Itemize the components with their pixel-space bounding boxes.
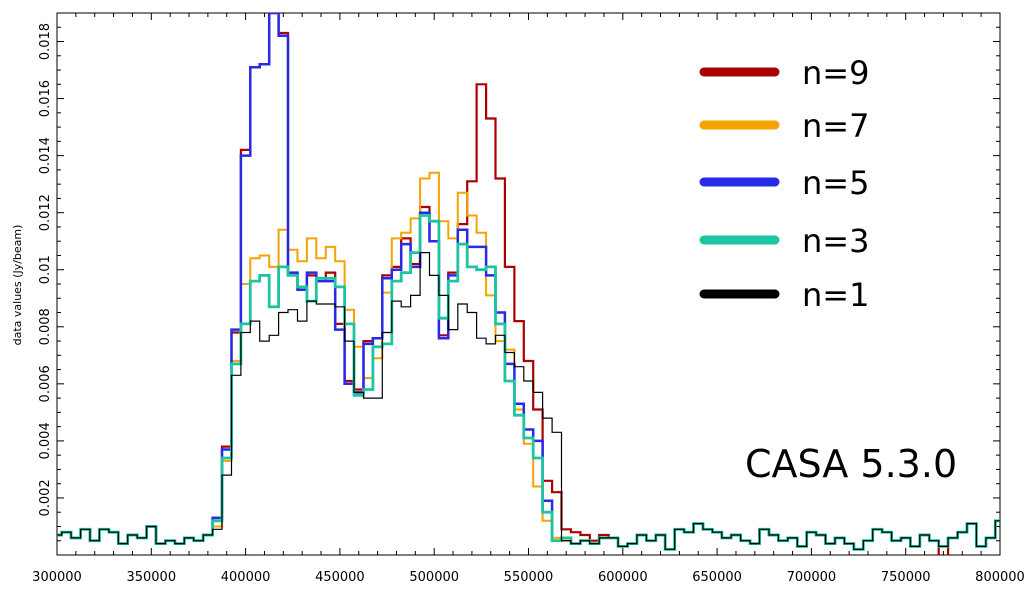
- y-axis-title: data values (Jy/beam): [11, 225, 24, 346]
- y-tick-label: 0.006: [38, 365, 53, 402]
- x-tick-label: 750000: [881, 570, 931, 585]
- plot-area: [57, 13, 1000, 555]
- y-tick-label: 0.018: [38, 23, 53, 60]
- series-n1-line: [57, 252, 1000, 550]
- x-tick-label: 800000: [975, 570, 1025, 585]
- y-tick-label: 0.004: [38, 422, 53, 459]
- x-tick-label: 550000: [504, 570, 554, 585]
- axis-ticks: [56, 12, 1001, 556]
- legend-label-n1: n=1: [802, 276, 869, 314]
- legend-label-n9: n=9: [802, 54, 869, 92]
- y-tick-label: 0.014: [38, 137, 53, 174]
- y-tick-label: 0.01: [38, 255, 53, 284]
- y-tick-label: 0.002: [38, 479, 53, 516]
- x-tick-label: 350000: [126, 570, 176, 585]
- x-tick-label: 500000: [409, 570, 459, 585]
- y-tick-label: 0.016: [38, 80, 53, 117]
- series-n3-line: [57, 214, 1000, 551]
- y-tick-label: 0.012: [38, 194, 53, 231]
- x-tick-label: 300000: [32, 570, 82, 585]
- casa-version-annotation: CASA 5.3.0: [745, 442, 957, 486]
- legend-label-n3: n=3: [802, 222, 869, 260]
- y-tick-label: 0.008: [38, 308, 53, 345]
- x-tick-label: 700000: [787, 570, 837, 585]
- x-tick-label: 600000: [598, 570, 648, 585]
- x-tick-label: 400000: [221, 570, 271, 585]
- x-tick-label: 450000: [315, 570, 365, 585]
- legend: n=9 n=7 n=5 n=3 n=1: [699, 54, 869, 314]
- x-tick-labels: 300000 350000 400000 450000 500000 550000 6000…: [32, 570, 1025, 585]
- x-tick-label: 650000: [692, 570, 742, 585]
- legend-label-n7: n=7: [802, 107, 869, 145]
- y-tick-labels: 0.002 0.004 0.006 0.008 0.01 0.012 0.014 0.016 0…: [38, 23, 53, 517]
- legend-label-n5: n=5: [802, 164, 869, 202]
